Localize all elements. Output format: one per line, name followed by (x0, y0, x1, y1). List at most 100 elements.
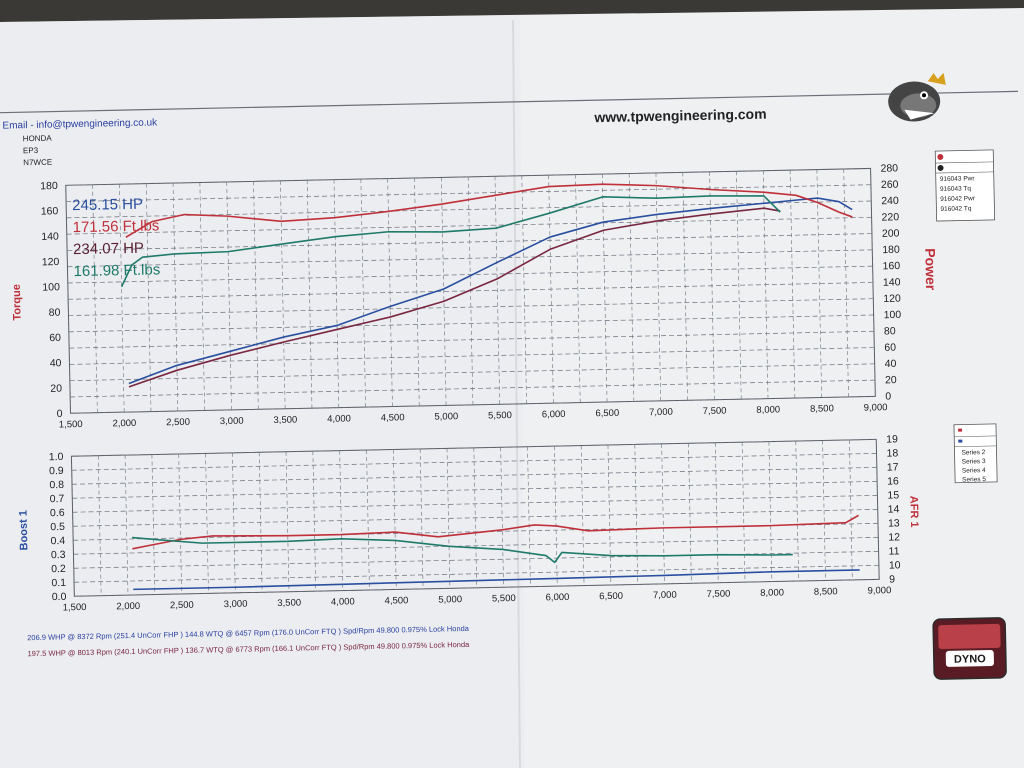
grid-line-v (634, 444, 639, 585)
left-tick-label: 80 (49, 307, 61, 319)
right-tick-label: 140 (883, 276, 901, 288)
x-tick-label: 9,000 (864, 402, 888, 413)
x-tick-label: 4,500 (381, 412, 405, 423)
power-axis-title: Power (922, 248, 939, 291)
grid-line-h (66, 216, 872, 235)
grid-line-v (280, 180, 286, 409)
right-tick-label: 60 (884, 342, 896, 354)
peak-label-run2-power: 234.07 HP (73, 240, 144, 258)
legend-entry: 916043 Tq (940, 185, 971, 193)
right-tick-label: 11 (888, 545, 899, 557)
series-line-916043-pwr (128, 197, 853, 385)
grid-line-v (714, 442, 719, 583)
grid-line-v (226, 181, 232, 410)
right-tick-label: 260 (881, 179, 899, 191)
grid-line-v (446, 448, 451, 589)
left-tick-label: 0.1 (51, 577, 66, 589)
series-line-series-4 (132, 536, 793, 564)
grid-line-v (178, 453, 182, 594)
website-text: www.tpwengineering.com (593, 106, 766, 126)
grid-line-v (419, 448, 424, 589)
grid-line-v (822, 440, 826, 581)
right-tick-label: 280 (880, 162, 898, 174)
left-tick-label: 100 (42, 281, 60, 293)
x-tick-label: 2,000 (116, 601, 140, 612)
legend-marker-red (937, 153, 944, 160)
right-tick-label: 240 (881, 195, 899, 207)
left-tick-label: 0.2 (51, 563, 66, 575)
grid-line-v (607, 444, 612, 585)
right-tick-label: 14 (888, 503, 900, 515)
right-tick-label: 18 (886, 447, 898, 459)
peak-label-run1-power: 245.15 HP (72, 196, 143, 214)
right-tick-label: 12 (888, 531, 900, 543)
left-tick-label: 0.6 (50, 507, 65, 519)
grid-line-v (414, 177, 420, 406)
x-tick-label: 9,000 (867, 585, 891, 596)
x-tick-label: 8,500 (814, 586, 838, 597)
make-text: HONDA (23, 134, 53, 144)
grid-line-v (816, 169, 822, 398)
left-tick-label: 40 (50, 357, 62, 369)
left-tick-label: 0.8 (49, 479, 64, 491)
legend-entry: Series 5 (962, 476, 986, 484)
right-tick-label: 80 (884, 325, 896, 337)
grid-line-v (500, 447, 504, 588)
left-tick-label: 180 (40, 180, 58, 192)
left-tick-label: 0 (57, 408, 63, 420)
right-tick-label: 16 (887, 475, 899, 487)
right-tick-label: 100 (884, 309, 902, 321)
right-tick-label: 200 (882, 227, 900, 239)
power-chart-legend: 916043 Pwr 916043 Tq 916042 Pwr 916042 T… (934, 149, 996, 222)
grid-line-v (232, 452, 236, 593)
left-tick-label: 120 (42, 256, 60, 268)
sheet-content: Email - info@tpwengineering.co.uk HONDA … (0, 72, 1018, 680)
grid-line-v (849, 439, 853, 580)
x-tick-label: 1,500 (63, 602, 87, 613)
grid-line-v (205, 453, 209, 594)
x-tick-label: 7,500 (703, 406, 727, 417)
x-tick-label: 6,500 (599, 591, 623, 602)
right-tick-label: 120 (883, 293, 901, 305)
grid-line-v (768, 441, 773, 582)
series-line-916042-tq (120, 195, 781, 288)
afr-chart-grid (71, 439, 880, 597)
legend-marker-red (958, 428, 963, 432)
grid-line-v (360, 179, 366, 408)
left-tick-label: 20 (50, 383, 62, 395)
grid-line-v (580, 445, 585, 586)
left-tick-label: 160 (41, 205, 59, 217)
legend-entry: 916043 Pwr (940, 175, 976, 183)
grid-line-v (387, 178, 393, 407)
grid-line-v (151, 454, 156, 595)
x-tick-label: 6,000 (542, 409, 566, 420)
legend-entry: Series 4 (962, 467, 986, 475)
left-tick-label: 0.5 (50, 521, 65, 533)
legend-marker-blue (958, 439, 963, 443)
x-tick-label: 3,500 (277, 597, 301, 608)
right-tick-label: 15 (887, 489, 899, 501)
peak-label-run2-torque: 161.98 Ft.lbs (73, 261, 160, 280)
x-tick-label: 8,000 (760, 587, 784, 598)
legend-entry: Series 2 (961, 449, 985, 457)
email-text: Email - info@tpwengineering.co.uk (2, 117, 158, 131)
grid-line-v (875, 439, 880, 580)
legend-entry: Series 3 (962, 458, 986, 466)
power-chart-grid (65, 168, 876, 414)
grid-line-v (601, 174, 608, 403)
grid-line-v (65, 185, 71, 414)
x-tick-label: 3,000 (220, 416, 244, 427)
grid-line-v (92, 184, 98, 413)
grid-line-v (145, 183, 152, 412)
grid-line-h (68, 298, 874, 316)
grid-line-v (575, 174, 581, 403)
right-tick-label: 19 (886, 433, 898, 445)
x-tick-label: 5,000 (438, 594, 462, 605)
x-tick-label: 6,500 (595, 408, 619, 419)
grid-line-v (441, 177, 447, 406)
power-chart-series (120, 183, 853, 388)
grid-line-v (688, 443, 692, 584)
grid-line-v (199, 182, 205, 411)
power-chart-ticks: 0 20 40 60 80 100 120 140 160 180 200 220 240 260 280 0… (40, 162, 902, 430)
